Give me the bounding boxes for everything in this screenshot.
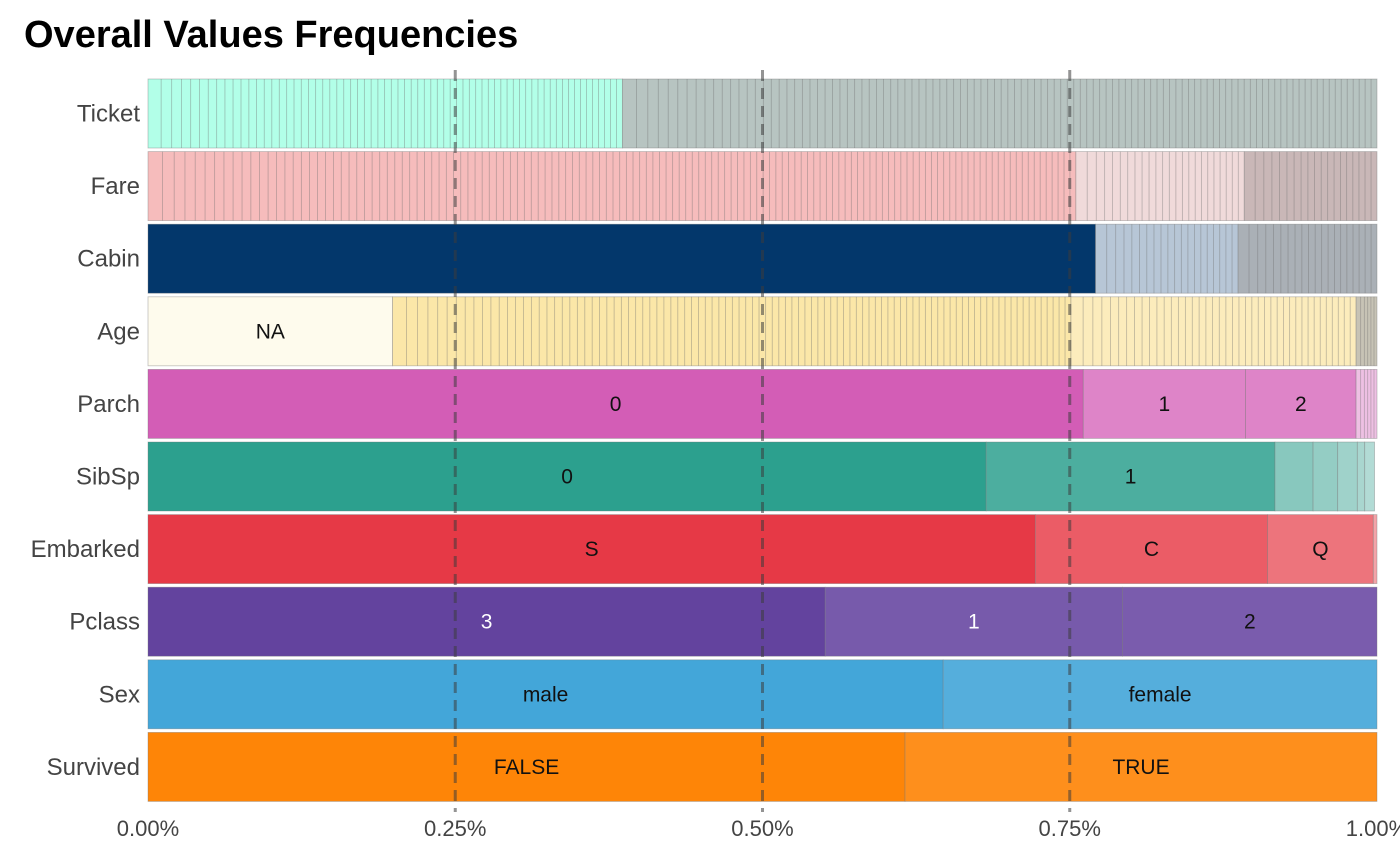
bar-segment-sex-0[interactable]	[147, 659, 944, 730]
bar-segment-age-1[interactable]	[392, 296, 1072, 367]
category-label-sibsp: SibSp	[76, 464, 140, 491]
bar-segment-cabin-1[interactable]	[1095, 223, 1239, 294]
category-label-survived: Survived	[47, 754, 140, 781]
bar-segment-sibsp-0[interactable]	[147, 441, 987, 512]
bar-segment-sibsp-3[interactable]	[1312, 441, 1339, 512]
category-label-fare: Fare	[91, 173, 140, 200]
segment-dividers-age-2	[1082, 296, 1351, 366]
segment-label-pclass-1: 1	[968, 611, 980, 634]
chart-title: Overall Values Frequencies	[24, 14, 519, 56]
segment-label-pclass-2: 2	[1244, 611, 1256, 634]
segment-dividers-age-1	[406, 296, 1066, 366]
row-pclass: Pclass 3 1 2	[69, 586, 1378, 657]
bar-segment-age-3[interactable]	[1355, 296, 1378, 367]
category-label-pclass: Pclass	[69, 609, 140, 636]
bar-segment-cabin-2[interactable]	[1237, 223, 1378, 294]
bar-segment-ticket-1[interactable]	[621, 78, 1378, 149]
bar-segment-embarked-2[interactable]	[1267, 514, 1374, 584]
segment-dividers-fare-0	[162, 151, 1071, 221]
bar-segment-cabin-0[interactable]	[147, 223, 1096, 294]
bar-segment-embarked-3[interactable]	[1372, 514, 1378, 584]
segment-dividers-parch-3	[1360, 369, 1375, 439]
reference-lines	[453, 70, 1072, 812]
row-survived: Survived FALSE TRUE	[47, 732, 1378, 802]
bar-segment-sibsp-5[interactable]	[1356, 441, 1366, 512]
segment-label-sex-male: male	[523, 683, 569, 706]
bar-segment-ticket-0[interactable]	[147, 78, 623, 149]
category-label-age: Age	[97, 318, 140, 345]
x-tick-label-2: 0.50%	[731, 816, 793, 841]
segment-label-embarked-c: C	[1144, 538, 1159, 561]
bar-segment-sex-1[interactable]	[942, 659, 1378, 730]
segment-label-sex-female: female	[1129, 683, 1192, 706]
segment-label-sibsp-1: 1	[1125, 466, 1137, 489]
bar-segment-parch-3[interactable]	[1355, 368, 1378, 439]
row-cabin: Cabin	[77, 223, 1378, 294]
segment-dividers-ticket-0	[160, 79, 617, 148]
segment-label-age-na: NA	[256, 320, 285, 343]
bar-segment-sibsp-6[interactable]	[1364, 441, 1375, 512]
bar-segment-fare-2[interactable]	[1243, 151, 1378, 222]
row-sibsp: SibSp 0 1	[76, 441, 1375, 512]
row-embarked: Embarked S C Q	[31, 514, 1378, 584]
bar-segment-embarked-1[interactable]	[1034, 514, 1269, 584]
row-age: Age NA	[97, 296, 1378, 367]
x-tick-label-0: 0.00%	[117, 816, 179, 841]
bar-segment-age-2[interactable]	[1070, 296, 1357, 367]
segment-label-embarked-q: Q	[1312, 538, 1328, 561]
segment-dividers-cabin-1	[1106, 224, 1233, 294]
bar-segment-sibsp-2[interactable]	[1274, 441, 1314, 512]
bar-segment-parch-2[interactable]	[1245, 368, 1357, 439]
segment-label-pclass-3: 3	[481, 611, 493, 634]
bar-segment-pclass-0[interactable]	[147, 586, 826, 657]
bars-layer: Ticket Fare Cabin Age NA Parch 0 1 2 SibSp 0 1 Embar…	[31, 78, 1378, 802]
bar-segment-survived-0[interactable]	[147, 732, 906, 802]
x-tick-label-1: 0.25%	[424, 816, 486, 841]
segment-dividers-fare-1	[1086, 151, 1239, 221]
bar-segment-fare-0[interactable]	[147, 151, 1077, 222]
segment-label-parch-0: 0	[610, 393, 622, 416]
segment-label-parch-1: 1	[1159, 393, 1171, 416]
segment-dividers-ticket-1	[636, 79, 1372, 148]
bar-segment-pclass-2[interactable]	[1122, 586, 1378, 657]
segment-dividers-age-3	[1360, 296, 1375, 366]
segment-label-survived-true: TRUE	[1112, 756, 1169, 779]
category-label-cabin: Cabin	[77, 246, 140, 273]
bar-segment-survived-1[interactable]	[904, 732, 1378, 802]
x-tick-label-4: 1.00%	[1346, 816, 1400, 841]
bar-segment-age-0[interactable]	[147, 296, 393, 367]
category-label-sex: Sex	[99, 681, 140, 708]
row-sex: Sex male female	[99, 659, 1378, 730]
x-axis: 0.00% 0.25% 0.50% 0.75% 1.00%	[117, 816, 1400, 841]
bar-segment-sibsp-1[interactable]	[985, 441, 1276, 512]
segment-dividers-fare-2	[1254, 151, 1372, 221]
row-fare: Fare	[91, 151, 1378, 222]
category-label-parch: Parch	[77, 391, 140, 418]
row-ticket: Ticket	[77, 78, 1378, 149]
segment-label-embarked-s: S	[585, 538, 599, 561]
category-label-ticket: Ticket	[77, 101, 140, 128]
segment-label-sibsp-0: 0	[561, 466, 573, 489]
bar-segment-pclass-1[interactable]	[824, 586, 1123, 657]
bar-segment-fare-1[interactable]	[1075, 151, 1245, 222]
segment-dividers-cabin-2	[1248, 224, 1372, 294]
bar-segment-sibsp-4[interactable]	[1337, 441, 1358, 512]
bar-segment-embarked-0[interactable]	[147, 514, 1036, 584]
row-parch: Parch 0 1 2	[77, 368, 1378, 439]
x-tick-label-3: 0.75%	[1039, 816, 1101, 841]
segment-label-survived-false: FALSE	[494, 756, 559, 779]
category-label-embarked: Embarked	[31, 536, 140, 563]
segment-label-parch-2: 2	[1295, 393, 1307, 416]
